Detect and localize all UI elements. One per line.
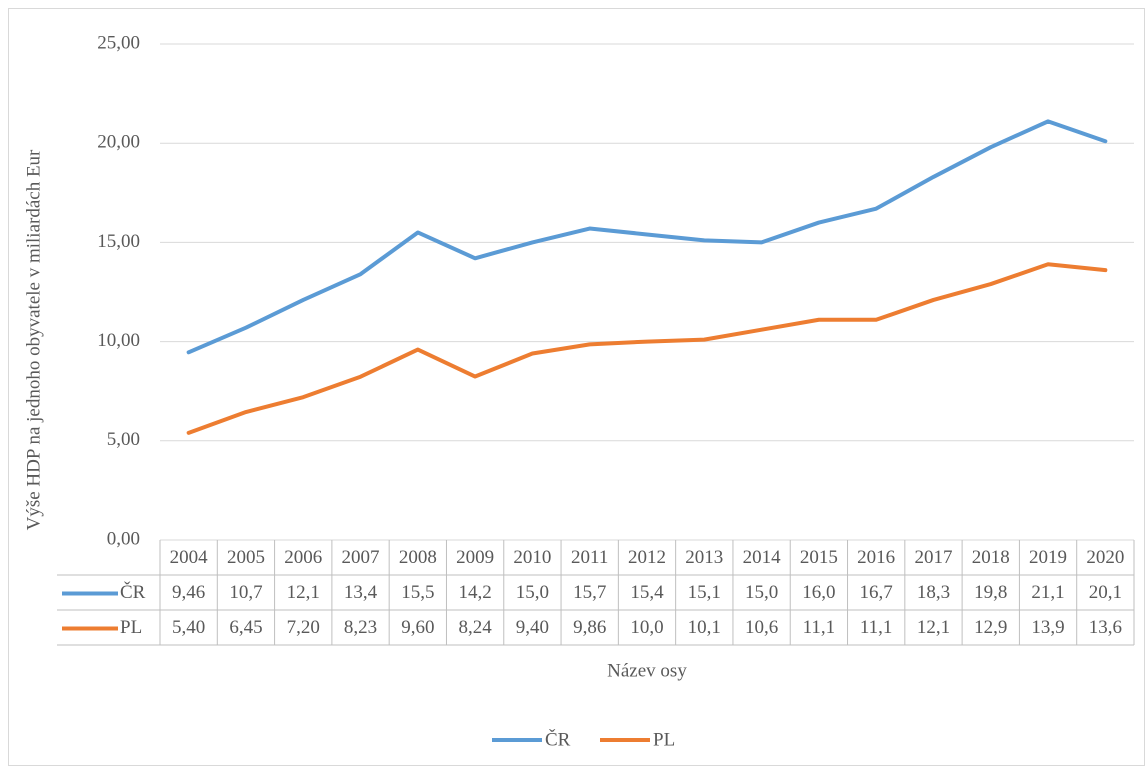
x-tick-label: 2016: [857, 547, 895, 568]
x-tick-label: 2008: [399, 547, 437, 568]
y-tick-label: 0,00: [107, 528, 140, 549]
y-tick-label: 5,00: [107, 429, 140, 450]
table-value: 8,24: [458, 617, 492, 638]
x-tick-label: 2005: [227, 547, 265, 568]
table-value: 10,7: [229, 582, 262, 603]
x-axis-title: Název osy: [607, 660, 687, 681]
x-tick-label: 2011: [571, 547, 608, 568]
y-tick-label: 10,00: [97, 330, 140, 351]
y-tick-label: 15,00: [97, 231, 140, 252]
table-value: 15,4: [630, 582, 664, 603]
x-tick-label: 2015: [800, 547, 838, 568]
table-value: 14,2: [458, 582, 491, 603]
table-value: 13,9: [1031, 617, 1064, 638]
table-value: 12,9: [974, 617, 1007, 638]
legend-label: PL: [653, 729, 675, 750]
table-value: 19,8: [974, 582, 1007, 603]
chart-border: [8, 8, 1145, 766]
table-series-name: PL: [120, 617, 142, 638]
table-value: 10,1: [688, 617, 721, 638]
x-tick-label: 2006: [284, 547, 322, 568]
table-value: 18,3: [917, 582, 950, 603]
table-value: 10,6: [745, 617, 778, 638]
table-value: 15,0: [745, 582, 778, 603]
table-value: 15,1: [688, 582, 721, 603]
x-tick-label: 2010: [513, 547, 551, 568]
table-value: 12,1: [287, 582, 320, 603]
x-tick-label: 2014: [743, 547, 782, 568]
table-value: 6,45: [229, 617, 262, 638]
legend-label: ČR: [545, 728, 571, 750]
table-value: 12,1: [917, 617, 950, 638]
table-value: 7,20: [287, 617, 320, 638]
table-value: 15,7: [573, 582, 606, 603]
x-tick-label: 2004: [170, 547, 209, 568]
y-tick-label: 20,00: [97, 132, 140, 153]
table-value: 9,40: [516, 617, 549, 638]
table-value: 5,40: [172, 617, 205, 638]
x-tick-label: 2007: [342, 547, 380, 568]
x-tick-label: 2019: [1029, 547, 1067, 568]
x-tick-label: 2012: [628, 547, 666, 568]
table-value: 10,0: [630, 617, 663, 638]
x-tick-label: 2018: [972, 547, 1010, 568]
table-value: 9,86: [573, 617, 606, 638]
table-value: 20,1: [1089, 582, 1122, 603]
x-tick-label: 2009: [456, 547, 494, 568]
table-value: 13,6: [1089, 617, 1122, 638]
table-value: 11,1: [860, 617, 893, 638]
table-series-name: ČR: [120, 581, 146, 603]
table-value: 11,1: [803, 617, 836, 638]
table-value: 15,5: [401, 582, 434, 603]
x-tick-label: 2017: [914, 547, 952, 568]
y-tick-label: 25,00: [97, 32, 140, 53]
table-value: 15,0: [516, 582, 549, 603]
table-value: 9,60: [401, 617, 434, 638]
y-axis-title: Výše HDP na jednoho obyvatele v miliardá…: [23, 149, 44, 530]
table-value: 16,0: [802, 582, 835, 603]
table-value: 13,4: [344, 582, 378, 603]
x-tick-label: 2020: [1086, 547, 1124, 568]
series-line: [186, 262, 1108, 435]
table-value: 16,7: [860, 582, 893, 603]
table-value: 9,46: [172, 582, 205, 603]
table-value: 21,1: [1031, 582, 1064, 603]
series-line: [186, 119, 1108, 355]
x-tick-label: 2013: [685, 547, 723, 568]
table-value: 8,23: [344, 617, 377, 638]
